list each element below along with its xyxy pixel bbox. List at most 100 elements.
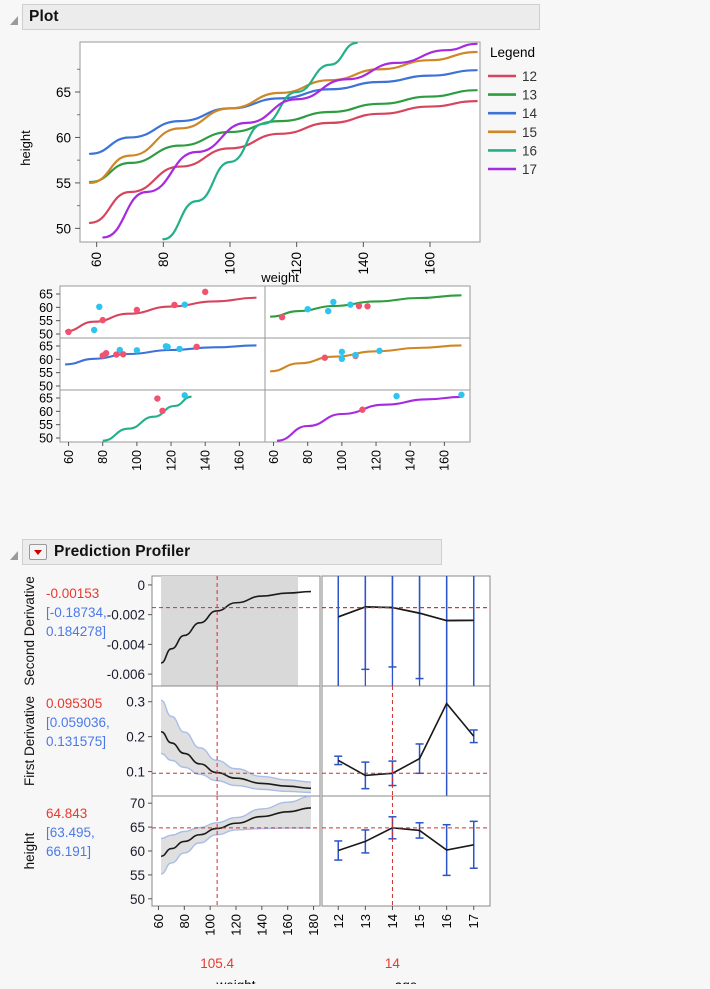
legend: 12 13 14 15 16 17	[488, 69, 538, 177]
svg-text:14: 14	[385, 914, 400, 928]
svg-text:65: 65	[39, 392, 53, 406]
profiler-panels[interactable]: 0 -0.002 -0.004 -0.006 Second Derivative -0.0…	[22, 570, 491, 989]
plot-section-header[interactable]: Plot	[10, 4, 558, 30]
svg-text:16: 16	[439, 914, 454, 928]
svg-text:80: 80	[301, 450, 315, 464]
svg-text:80: 80	[177, 914, 192, 928]
svg-text:55: 55	[130, 868, 145, 883]
series-curves	[88, 42, 478, 241]
legend-title: Legend	[490, 45, 535, 60]
profiler-title: Prediction Profiler	[54, 543, 191, 560]
svg-text:160: 160	[438, 450, 452, 471]
svg-text:60: 60	[39, 353, 53, 367]
svg-text:-0.002: -0.002	[107, 608, 145, 623]
weight-axis-label: weight	[215, 978, 255, 984]
svg-text:60: 60	[267, 450, 281, 464]
svg-text:80: 80	[156, 252, 171, 267]
plot-frame	[79, 41, 481, 243]
svg-text:60: 60	[39, 301, 53, 315]
svg-text:50: 50	[56, 221, 71, 236]
svg-text:65: 65	[130, 820, 145, 835]
svg-text:50: 50	[39, 380, 53, 394]
svg-text:140: 140	[254, 914, 269, 936]
profiler-row-label: Second Derivative	[22, 576, 37, 686]
svg-text:55: 55	[39, 366, 53, 380]
red-dropdown-triangle-icon[interactable]	[29, 544, 47, 560]
svg-text:60: 60	[151, 914, 166, 928]
svg-text:55: 55	[39, 418, 53, 432]
svg-text:120: 120	[229, 914, 244, 936]
svg-text:120: 120	[369, 450, 383, 471]
prediction-profiler[interactable]: 0 -0.002 -0.004 -0.006 Second Derivative -0.0…	[0, 570, 710, 989]
svg-text:-0.006: -0.006	[107, 667, 145, 682]
svg-text:160: 160	[280, 914, 295, 936]
svg-text:55: 55	[56, 176, 71, 191]
profiler-row-ci-low: [0.059036,	[46, 715, 110, 730]
svg-text:60: 60	[89, 252, 104, 267]
svg-text:13: 13	[358, 914, 373, 928]
svg-text:16: 16	[522, 143, 537, 158]
page-title: Plot	[29, 8, 59, 25]
svg-text:50: 50	[39, 432, 53, 446]
svg-text:100: 100	[203, 914, 218, 936]
profiler-row-value: 0.095305	[46, 696, 102, 711]
svg-text:-0.004: -0.004	[107, 637, 146, 652]
svg-text:140: 140	[199, 450, 213, 471]
svg-text:17: 17	[466, 914, 481, 928]
svg-text:140: 140	[356, 252, 371, 275]
svg-text:15: 15	[522, 125, 537, 140]
svg-text:180: 180	[306, 914, 321, 936]
profiler-row-ci-low: [-0.18734,	[46, 605, 107, 620]
profiler-row-ci-high: 0.184278]	[46, 624, 106, 639]
profiler-row-label: First Derivative	[22, 696, 37, 786]
svg-text:13: 13	[522, 88, 537, 103]
svg-text:80: 80	[96, 450, 110, 464]
disclosure-triangle-icon[interactable]	[10, 550, 18, 560]
svg-text:65: 65	[39, 288, 53, 302]
svg-text:60: 60	[130, 844, 145, 859]
small-multiples-by-age: 50 55 60 65 50 55 60 65 50 55 60 65 60 80 100 120 140 160…	[0, 278, 710, 503]
svg-text:65: 65	[56, 85, 71, 100]
svg-text:14: 14	[522, 106, 538, 121]
profiler-row-label: height	[22, 832, 37, 869]
svg-text:0.2: 0.2	[126, 730, 145, 745]
x-axis-label: weight	[260, 270, 299, 285]
svg-text:50: 50	[130, 892, 145, 907]
svg-text:100: 100	[335, 450, 349, 471]
weight-current-value[interactable]: 105.4	[200, 956, 234, 971]
main-overlay-plot: 50 55 60 65 60 80 100 120 140 160 height weight L…	[0, 30, 710, 295]
svg-text:0: 0	[137, 578, 145, 593]
svg-text:100: 100	[223, 252, 238, 275]
y-axis-label: height	[18, 130, 33, 166]
svg-text:50: 50	[39, 328, 53, 342]
svg-text:15: 15	[412, 914, 427, 928]
profiler-row-value: -0.00153	[46, 586, 99, 601]
svg-text:55: 55	[39, 314, 53, 328]
svg-text:60: 60	[62, 450, 76, 464]
svg-text:160: 160	[423, 252, 438, 275]
profiler-section-header[interactable]: Prediction Profiler	[10, 539, 460, 565]
profiler-row-ci-high: 66.191]	[46, 844, 91, 859]
svg-text:100: 100	[130, 450, 144, 471]
svg-text:12: 12	[331, 914, 346, 928]
svg-text:60: 60	[56, 130, 71, 145]
svg-text:17: 17	[522, 162, 537, 177]
svg-text:140: 140	[404, 450, 418, 471]
disclosure-triangle-icon[interactable]	[10, 15, 18, 25]
svg-text:12: 12	[522, 69, 537, 84]
profiler-row-ci-low: [63.495,	[46, 825, 95, 840]
svg-text:160: 160	[233, 450, 247, 471]
age-axis-label: age	[395, 978, 418, 984]
profiler-row-ci-high: 0.131575]	[46, 734, 106, 749]
age-current-value[interactable]: 14	[385, 956, 401, 971]
svg-text:65: 65	[39, 340, 53, 354]
profiler-row-value: 64.843	[46, 806, 87, 821]
svg-text:70: 70	[130, 796, 145, 811]
svg-text:0.3: 0.3	[126, 695, 145, 710]
svg-text:0.1: 0.1	[126, 765, 145, 780]
svg-text:120: 120	[164, 450, 178, 471]
svg-text:120: 120	[289, 252, 304, 275]
axis-ticks: 50 55 60 65 60 80 100 120 140 160	[56, 68, 438, 275]
svg-text:60: 60	[39, 405, 53, 419]
